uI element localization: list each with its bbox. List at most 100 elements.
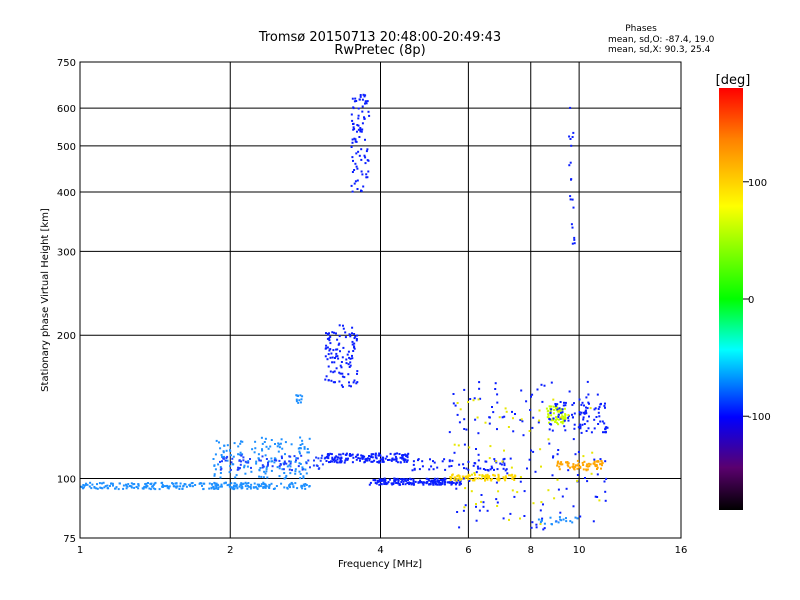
data-point xyxy=(351,340,354,343)
data-point xyxy=(562,417,564,420)
data-point xyxy=(360,170,363,173)
data-point xyxy=(555,407,558,410)
data-point xyxy=(210,487,213,490)
data-point xyxy=(240,483,243,486)
data-point xyxy=(405,455,408,458)
data-point xyxy=(357,128,360,131)
data-point xyxy=(244,460,247,463)
data-point xyxy=(353,169,356,171)
data-point xyxy=(254,447,257,450)
data-point xyxy=(178,488,181,490)
data-point xyxy=(559,462,562,465)
data-point xyxy=(261,449,264,452)
data-point xyxy=(587,393,590,396)
data-point xyxy=(499,462,502,465)
data-point xyxy=(470,490,473,493)
data-point xyxy=(333,361,336,364)
data-point xyxy=(118,482,121,485)
grid-lines xyxy=(80,62,681,538)
data-point xyxy=(504,475,507,478)
data-point xyxy=(451,473,454,476)
data-point xyxy=(340,461,343,464)
data-point xyxy=(604,499,607,502)
data-point xyxy=(559,410,562,413)
data-point xyxy=(567,469,570,472)
data-point xyxy=(182,485,185,488)
data-point xyxy=(101,487,104,490)
data-point xyxy=(401,479,404,481)
data-point xyxy=(535,526,538,529)
data-point xyxy=(326,346,329,349)
data-point xyxy=(363,116,365,119)
data-point xyxy=(379,461,381,464)
data-point xyxy=(599,420,602,423)
data-point xyxy=(491,467,494,470)
data-point xyxy=(565,461,567,464)
data-point xyxy=(191,485,194,488)
data-point xyxy=(300,454,303,457)
data-point xyxy=(294,468,297,471)
data-point xyxy=(235,485,238,488)
data-point xyxy=(465,467,468,470)
data-point xyxy=(84,483,87,486)
data-point xyxy=(224,481,227,484)
data-point xyxy=(557,521,560,524)
data-point xyxy=(378,483,381,486)
data-point xyxy=(351,97,354,100)
data-point xyxy=(430,480,432,483)
data-point xyxy=(563,419,566,422)
data-point xyxy=(541,517,544,520)
data-point xyxy=(578,398,581,401)
data-point xyxy=(495,481,498,484)
data-point xyxy=(560,421,563,424)
data-point xyxy=(353,347,356,350)
data-point xyxy=(265,458,268,460)
data-point xyxy=(208,487,211,490)
data-point xyxy=(568,164,571,167)
data-point xyxy=(281,468,284,471)
data-point xyxy=(359,130,362,133)
data-point xyxy=(550,414,553,417)
data-point xyxy=(257,453,260,456)
data-point xyxy=(161,484,164,486)
data-point xyxy=(336,355,339,358)
data-point xyxy=(530,526,533,529)
data-point xyxy=(95,487,98,490)
data-point xyxy=(561,495,564,498)
data-point xyxy=(356,124,359,126)
data-point xyxy=(428,479,431,482)
data-point xyxy=(572,463,575,466)
data-point xyxy=(392,458,395,461)
data-point xyxy=(267,460,270,463)
data-point xyxy=(268,486,270,489)
data-point xyxy=(336,458,339,461)
data-point xyxy=(217,488,220,490)
data-point xyxy=(253,482,256,485)
data-point xyxy=(244,472,247,475)
data-point xyxy=(482,475,485,478)
data-point xyxy=(512,430,515,433)
x-tick-label: 6 xyxy=(465,545,471,556)
data-point xyxy=(571,198,574,201)
data-point xyxy=(603,404,606,407)
data-point xyxy=(298,462,301,465)
data-point xyxy=(259,467,262,469)
data-point xyxy=(335,367,338,370)
data-point xyxy=(584,477,586,479)
data-point xyxy=(106,484,109,487)
data-point xyxy=(246,484,249,487)
data-point xyxy=(356,179,359,182)
data-point xyxy=(387,459,389,461)
data-point xyxy=(126,485,129,488)
data-point xyxy=(421,482,424,485)
data-point xyxy=(358,136,361,138)
data-point xyxy=(329,335,332,338)
data-point xyxy=(257,457,260,460)
data-point xyxy=(423,481,426,484)
data-point xyxy=(324,378,327,381)
data-point xyxy=(456,477,459,480)
data-point xyxy=(260,483,263,486)
data-point xyxy=(496,393,499,396)
data-point xyxy=(441,481,444,484)
data-point xyxy=(332,349,335,352)
